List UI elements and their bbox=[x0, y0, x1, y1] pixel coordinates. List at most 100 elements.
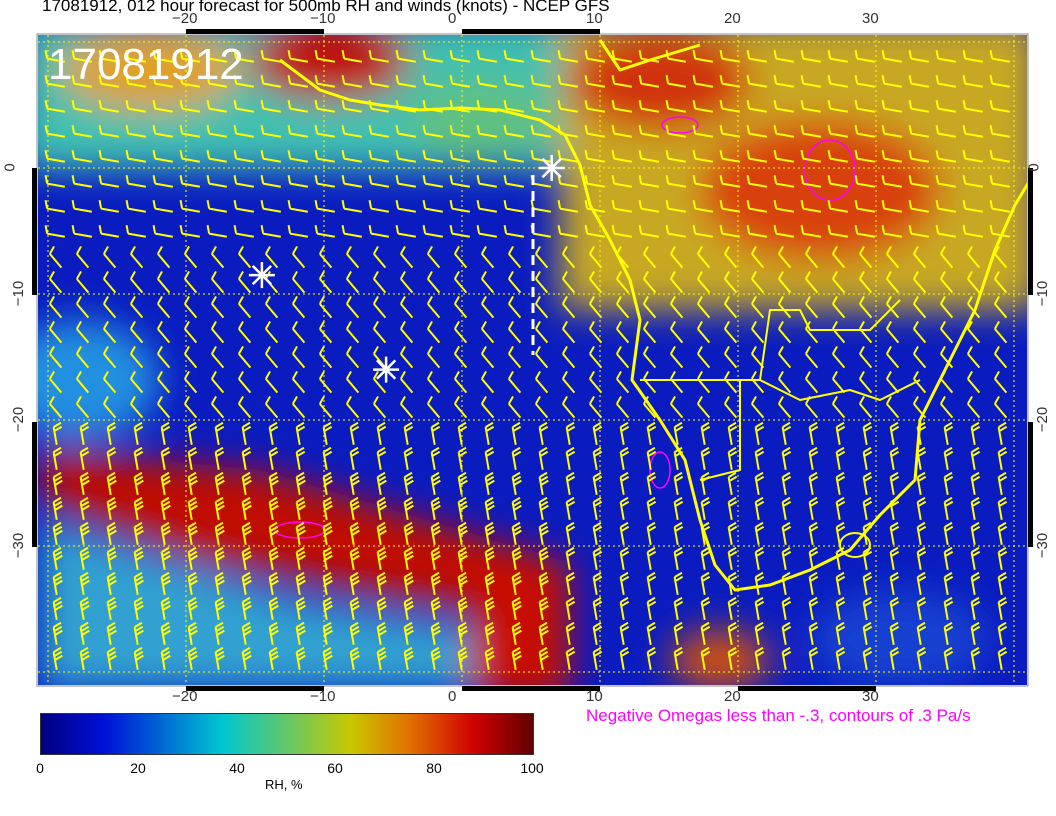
wind-barb bbox=[152, 50, 174, 63]
wind-barb bbox=[484, 571, 495, 596]
wind-barb bbox=[260, 50, 282, 63]
wind-barb bbox=[700, 646, 711, 671]
wind-barb bbox=[102, 245, 117, 269]
wind-barb bbox=[314, 200, 336, 213]
wind-barb bbox=[183, 370, 198, 394]
wind-barb bbox=[646, 446, 657, 471]
wind-barb bbox=[71, 125, 93, 138]
wind-barb bbox=[808, 496, 819, 521]
wind-barb bbox=[426, 270, 441, 294]
wind-barb bbox=[125, 125, 147, 138]
wind-barb bbox=[376, 646, 387, 671]
wind-barb bbox=[187, 446, 198, 471]
wind-barb bbox=[511, 646, 522, 671]
lon-tick-top: 20 bbox=[724, 10, 741, 27]
wind-barb bbox=[889, 596, 900, 621]
wind-barb bbox=[44, 225, 66, 238]
wind-barb bbox=[970, 571, 981, 596]
wind-barb bbox=[935, 100, 957, 113]
wind-barb bbox=[561, 370, 576, 394]
wind-barb bbox=[480, 395, 495, 419]
wind-barb bbox=[989, 225, 1011, 238]
wind-barb bbox=[156, 395, 171, 419]
wind-barb bbox=[827, 225, 849, 238]
wind-barb bbox=[588, 395, 603, 419]
wind-barb bbox=[943, 571, 954, 596]
wind-barb bbox=[908, 100, 930, 113]
wind-barb bbox=[534, 245, 549, 269]
wind-barb bbox=[804, 270, 819, 294]
wind-barb bbox=[696, 245, 711, 269]
wind-barb bbox=[835, 446, 846, 471]
wind-barb bbox=[237, 395, 252, 419]
wind-barb bbox=[214, 546, 225, 571]
wind-barb bbox=[75, 295, 90, 319]
wind-barb bbox=[183, 295, 198, 319]
wind-barb bbox=[484, 496, 495, 521]
wind-barb bbox=[403, 621, 414, 646]
wind-barb bbox=[507, 345, 522, 369]
wind-barb bbox=[966, 370, 981, 394]
wind-barb bbox=[75, 320, 90, 344]
wind-barb bbox=[210, 245, 225, 269]
wind-barb bbox=[781, 421, 792, 446]
wind-barb bbox=[692, 225, 714, 238]
wind-barb bbox=[368, 75, 390, 88]
wind-barb bbox=[160, 421, 171, 446]
wind-barb bbox=[214, 421, 225, 446]
wind-barb bbox=[746, 100, 768, 113]
wind-barb bbox=[395, 50, 417, 63]
wind-barb bbox=[804, 295, 819, 319]
wind-barb bbox=[403, 546, 414, 571]
colorbar-tick: 60 bbox=[327, 760, 343, 776]
wind-barb bbox=[160, 646, 171, 671]
wind-barb bbox=[588, 270, 603, 294]
wind-barb bbox=[970, 521, 981, 546]
wind-barb bbox=[426, 370, 441, 394]
wind-barb bbox=[908, 150, 930, 163]
wind-barb bbox=[827, 200, 849, 213]
wind-barb bbox=[183, 270, 198, 294]
wind-barb bbox=[453, 370, 468, 394]
wind-barb bbox=[241, 521, 252, 546]
wind-barb bbox=[341, 100, 363, 113]
wind-barb bbox=[619, 646, 630, 671]
wind-barb bbox=[993, 320, 1008, 344]
wind-barb bbox=[538, 421, 549, 446]
wind-barb bbox=[368, 125, 390, 138]
wind-barb bbox=[854, 50, 876, 63]
wind-barb bbox=[476, 75, 498, 88]
wind-barb bbox=[341, 75, 363, 88]
wind-barb bbox=[561, 295, 576, 319]
date-stamp: 17081912 bbox=[48, 40, 244, 89]
wind-barb bbox=[800, 225, 822, 238]
wind-barb bbox=[210, 370, 225, 394]
wind-barb bbox=[962, 200, 984, 213]
wind-barb bbox=[449, 200, 471, 213]
wind-barb bbox=[291, 320, 306, 344]
wind-barb bbox=[696, 395, 711, 419]
wind-barb bbox=[476, 150, 498, 163]
wind-barb bbox=[399, 245, 414, 269]
wind-barb bbox=[781, 471, 792, 496]
wind-barb bbox=[71, 50, 93, 63]
wind-barb bbox=[125, 200, 147, 213]
wind-barb bbox=[345, 370, 360, 394]
wind-barb bbox=[457, 471, 468, 496]
wind-barb bbox=[449, 175, 471, 188]
wind-barb bbox=[889, 621, 900, 646]
wind-barb bbox=[943, 596, 954, 621]
wind-barb bbox=[214, 646, 225, 671]
wind-barb bbox=[48, 320, 63, 344]
wind-barb bbox=[395, 175, 417, 188]
wind-barb bbox=[939, 245, 954, 269]
wind-barb bbox=[935, 50, 957, 63]
wind-barb bbox=[376, 596, 387, 621]
wind-barb bbox=[993, 295, 1008, 319]
wind-barb bbox=[781, 646, 792, 671]
wind-barb bbox=[457, 596, 468, 621]
wind-barb bbox=[426, 395, 441, 419]
wind-barb bbox=[79, 571, 90, 596]
wind-barb bbox=[993, 395, 1008, 419]
wind-barb bbox=[237, 295, 252, 319]
